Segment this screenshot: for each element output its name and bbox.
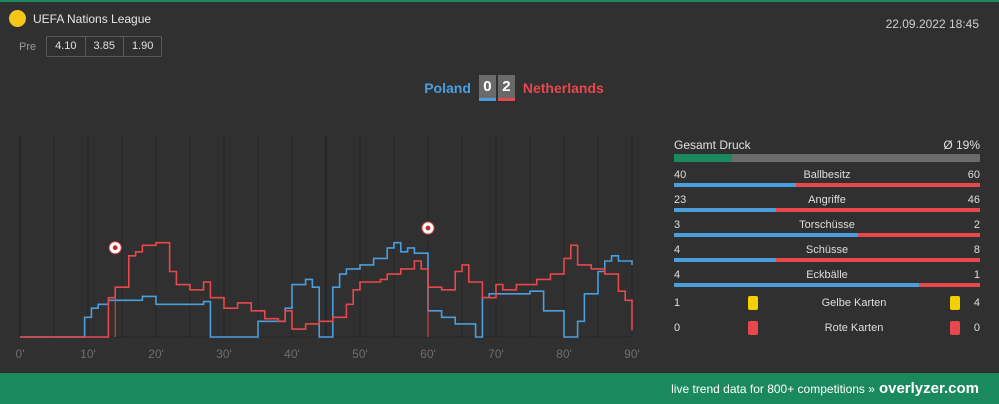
red-cards-label: Rote Karten	[824, 322, 884, 334]
stat-bar-home	[674, 208, 776, 212]
red-cards-away: 0	[973, 322, 980, 334]
stat-bar-away	[776, 258, 980, 262]
yellow-card-icon	[950, 296, 960, 310]
stat-label: Ballbesitz	[803, 169, 851, 181]
x-tick-label: 50'	[352, 347, 368, 361]
x-tick-label: 60'	[420, 347, 436, 361]
home-score: 0	[478, 75, 496, 101]
footer-banner[interactable]: live trend data for 800+ competitions » …	[0, 373, 999, 404]
stat-row: 40 Ballbesitz 60	[674, 168, 980, 187]
series-line-poland	[20, 241, 633, 338]
away-score: 2	[497, 75, 515, 101]
stat-away-value: 8	[973, 244, 980, 256]
stat-bar-home	[674, 258, 776, 262]
stat-away-value: 46	[967, 194, 980, 206]
footer-text: live trend data for 800+ competitions »	[671, 381, 875, 396]
stat-home-value: 23	[674, 194, 687, 206]
stat-bar-away	[796, 183, 980, 187]
x-tick-label: 90'	[624, 347, 640, 361]
yellow-card-icon	[748, 296, 758, 310]
pressure-label: Gesamt Druck	[674, 138, 751, 152]
stat-home-value: 3	[674, 219, 681, 231]
yellow-cards-away: 4	[973, 297, 980, 309]
yellow-cards-label: Gelbe Karten	[821, 297, 887, 309]
red-card-icon	[748, 321, 758, 335]
pressure-bar	[674, 154, 980, 162]
yellow-cards-row: 1 Gelbe Karten 4	[674, 295, 980, 311]
odds-away[interactable]: 1.90	[131, 40, 154, 52]
stat-away-value: 2	[973, 219, 980, 231]
odds-home[interactable]: 4.10	[47, 37, 86, 56]
stat-away-value: 60	[967, 169, 980, 181]
scoreline: Poland 0 2 Netherlands	[0, 75, 999, 101]
red-card-icon	[950, 321, 960, 335]
home-team-name[interactable]: Poland	[424, 80, 471, 96]
odds-box: 4.10 3.85 1.90	[46, 36, 163, 57]
stat-bar	[674, 233, 980, 237]
stat-label: Torschüsse	[799, 219, 855, 231]
x-tick-label: 40'	[284, 347, 300, 361]
stat-home-value: 40	[674, 169, 687, 181]
stat-bar-home	[674, 233, 858, 237]
stat-values: 4 Schüsse 8	[674, 243, 980, 257]
stat-bar	[674, 258, 980, 262]
odds-draw[interactable]: 3.85	[86, 37, 124, 56]
pressure-header: Gesamt Druck Ø 19%	[674, 138, 980, 153]
stat-bar-away	[857, 233, 980, 237]
stat-bar-home	[674, 183, 797, 187]
goal-ball-icon-center	[112, 245, 118, 251]
x-tick-label: 30'	[216, 347, 232, 361]
stat-values: 3 Torschüsse 2	[674, 218, 980, 232]
stat-bar	[674, 208, 980, 212]
league[interactable]: UEFA Nations League	[9, 10, 162, 27]
pressure-average: Ø 19%	[943, 138, 980, 152]
series-line-netherlands	[20, 241, 633, 338]
league-icon	[9, 10, 26, 27]
stat-label: Angriffe	[808, 194, 846, 206]
away-team-name[interactable]: Netherlands	[522, 80, 604, 96]
league-name: UEFA Nations League	[33, 11, 152, 26]
x-tick-label: 80'	[556, 347, 572, 361]
red-cards-row: 0 Rote Karten 0	[674, 320, 980, 336]
pressure-bar-fill	[674, 154, 733, 162]
footer-brand-link[interactable]: overlyzer.com	[878, 380, 979, 397]
stat-row: 4 Schüsse 8	[674, 243, 980, 262]
score: 0 2	[478, 75, 515, 101]
pressure-trend-chart: 0' 10' 20' 30' 40' 50' 60' 70' 80' 90'	[16, 136, 640, 361]
match-header: UEFA Nations League Pre 4.10 3.85 1.90	[9, 10, 163, 57]
red-cards-home: 0	[674, 322, 681, 334]
stat-bar	[674, 183, 980, 187]
stat-row: 23 Angriffe 46	[674, 193, 980, 212]
goal-ball-icon-center	[425, 225, 431, 231]
pre-match-odds: Pre 4.10 3.85 1.90	[19, 36, 163, 57]
match-stats: Gesamt Druck Ø 19% 40 Ballbesitz 60 23 Angri…	[674, 138, 980, 336]
stat-values: 40 Ballbesitz 60	[674, 168, 980, 182]
odds-label: Pre	[19, 40, 37, 53]
stat-label: Schüsse	[805, 244, 849, 256]
x-tick-label: 10'	[80, 347, 96, 361]
stat-values: 4 Eckbälle 1	[674, 268, 980, 282]
match-datetime: 22.09.2022 18:45	[885, 17, 979, 31]
x-tick-label: 0'	[16, 347, 25, 361]
stat-home-value: 4	[674, 269, 681, 281]
stat-row: 4 Eckbälle 1	[674, 268, 980, 287]
stat-label: Eckbälle	[806, 269, 848, 281]
stat-bar-home	[674, 283, 919, 287]
stat-values: 23 Angriffe 46	[674, 193, 980, 207]
stat-bar-away	[776, 208, 980, 212]
stat-away-value: 1	[973, 269, 980, 281]
stat-row: 3 Torschüsse 2	[674, 218, 980, 237]
x-tick-label: 20'	[148, 347, 164, 361]
x-tick-label: 70'	[488, 347, 504, 361]
yellow-cards-home: 1	[674, 297, 681, 309]
top-accent-bar	[0, 0, 999, 2]
stat-home-value: 4	[674, 244, 681, 256]
stat-bar	[674, 283, 980, 287]
stat-bar-away	[918, 283, 980, 287]
